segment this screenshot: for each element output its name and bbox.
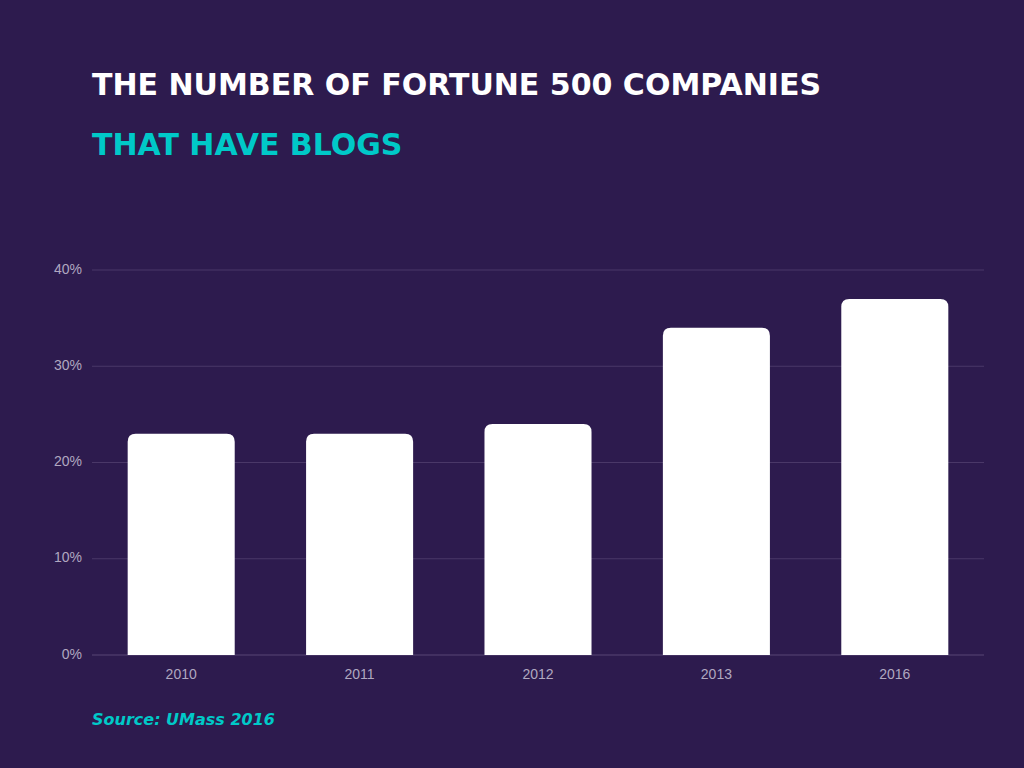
subtitle: THAT HAVE BLOGS — [92, 127, 402, 162]
title: THE NUMBER OF FORTUNE 500 COMPANIES — [92, 67, 821, 102]
y-axis: 0% 10% 20% 30% 40% — [54, 261, 82, 662]
y-tick-label: 40% — [54, 261, 82, 277]
bar — [484, 424, 591, 655]
y-tick-label: 20% — [54, 453, 82, 469]
source: Source: UMass 2016 — [92, 710, 275, 729]
x-tick-label: 2013 — [701, 666, 732, 682]
x-axis: 2010 2011 2012 2013 2016 — [166, 666, 911, 682]
y-tick-label: 30% — [54, 357, 82, 373]
background — [0, 0, 1024, 768]
grid-line — [92, 270, 984, 271]
grid — [92, 270, 984, 655]
x-tick-label: 2011 — [345, 666, 375, 682]
y-tick-label: 10% — [54, 549, 82, 565]
chart-container: THE NUMBER OF FORTUNE 500 COMPANIES THAT … — [0, 0, 1024, 768]
bar — [663, 328, 770, 655]
x-tick-label: 2012 — [522, 666, 553, 682]
bars — [128, 299, 949, 655]
chart: THE NUMBER OF FORTUNE 500 COMPANIES THAT … — [0, 0, 1024, 768]
x-tick-label: 2010 — [166, 666, 197, 682]
x-tick-label: 2016 — [879, 666, 910, 682]
bar — [128, 434, 235, 655]
y-tick-label: 0% — [62, 646, 82, 662]
bar — [841, 299, 948, 655]
bar — [306, 434, 413, 655]
